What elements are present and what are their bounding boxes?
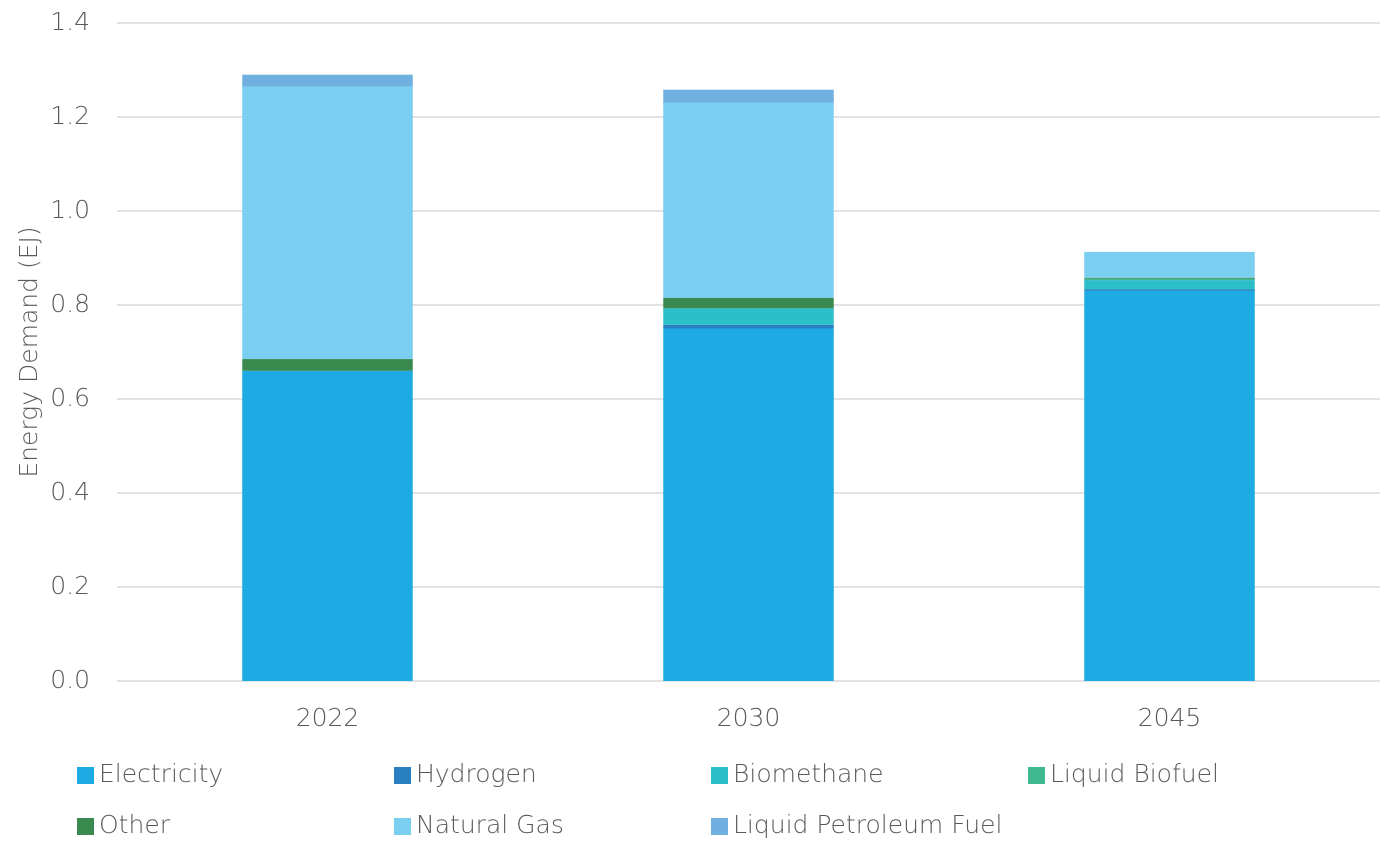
legend-swatch xyxy=(1028,767,1045,784)
bar-segment xyxy=(663,324,834,329)
legend-swatch xyxy=(394,818,411,835)
bar-segment xyxy=(663,102,834,298)
legend-swatch xyxy=(711,818,728,835)
bar-segment xyxy=(663,328,834,681)
bar-segment xyxy=(1084,280,1255,290)
bar-segment xyxy=(1084,289,1255,291)
y-axis-label: Energy Demand (EJ) xyxy=(14,226,43,477)
y-tick-label: 0.8 xyxy=(50,289,90,318)
bar-segment xyxy=(242,86,413,360)
bar-segment xyxy=(1084,277,1255,279)
y-tick-label: 0.4 xyxy=(50,477,90,506)
bar-segment xyxy=(1084,278,1255,281)
bar-segment xyxy=(663,297,834,309)
legend-label: Electricity xyxy=(99,759,223,788)
y-tick-label: 0.2 xyxy=(50,571,90,600)
bar-segment xyxy=(242,359,413,371)
y-tick-label: 1.0 xyxy=(50,195,90,224)
bar-segment xyxy=(1084,290,1255,681)
bar-segment xyxy=(242,370,413,681)
bar-segment xyxy=(663,308,834,325)
legend-swatch xyxy=(711,767,728,784)
legend-label: Other xyxy=(99,810,171,839)
x-tick-label: 2045 xyxy=(1138,703,1202,732)
legend-label: Natural Gas xyxy=(416,810,564,839)
x-tick-label: 2022 xyxy=(296,703,360,732)
legend-swatch xyxy=(77,767,94,784)
y-tick-label: 1.2 xyxy=(50,101,90,130)
legend-swatch xyxy=(394,767,411,784)
bar-segment xyxy=(663,89,834,103)
legend-label: Hydrogen xyxy=(416,759,537,788)
y-tick-label: 1.4 xyxy=(50,7,90,36)
bar-segment xyxy=(242,74,413,87)
legend-label: Liquid Petroleum Fuel xyxy=(733,810,1002,839)
legend-label: Liquid Biofuel xyxy=(1050,759,1219,788)
bar-segment xyxy=(1084,251,1255,278)
x-tick-label: 2030 xyxy=(717,703,781,732)
y-tick-label: 0.6 xyxy=(50,383,90,412)
legend-label: Biomethane xyxy=(733,759,884,788)
legend-swatch xyxy=(77,818,94,835)
y-tick-label: 0.0 xyxy=(50,665,90,694)
